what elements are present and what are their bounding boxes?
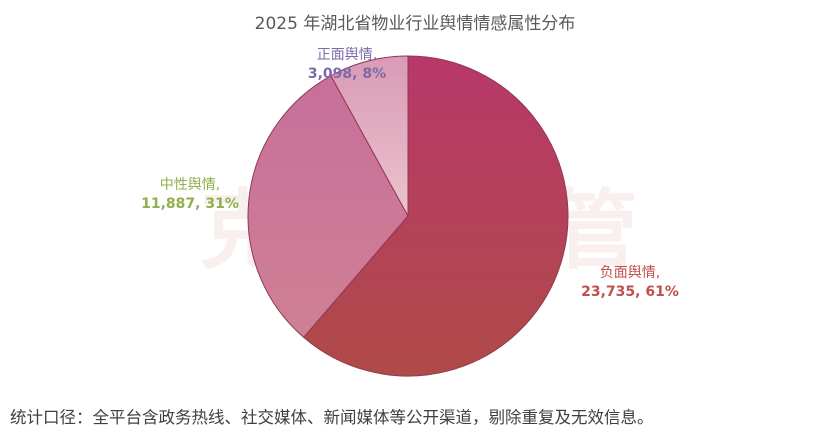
slice-label-neutral-name: 中性舆情, — [159, 177, 221, 193]
pie-slice-positive — [330, 55, 409, 217]
slice-label-positive-value: 3,098, 8% — [307, 66, 387, 82]
slice-label-negative-name: 负面舆情, — [599, 265, 661, 281]
pie-slice-neutral — [247, 75, 409, 339]
pie-slice-negative — [303, 55, 569, 377]
slice-label-positive: 正面舆情, 3,098, 8% — [282, 46, 412, 84]
slice-label-positive-name: 正面舆情, — [316, 47, 378, 63]
chart-title: 2025 年湖北省物业行业舆情情感属性分布 — [254, 14, 576, 34]
slice-label-negative: 负面舆情, 23,735, 61% — [560, 264, 700, 302]
footnote: 统计口径：全平台含政务热线、社交媒体、新闻媒体等公开渠道，剔除重复及无效信息。 — [10, 408, 654, 427]
slice-label-neutral-value: 11,887, 31% — [141, 196, 239, 212]
slice-label-neutral: 中性舆情, 11,887, 31% — [125, 176, 255, 214]
slice-label-negative-value: 23,735, 61% — [581, 284, 679, 300]
